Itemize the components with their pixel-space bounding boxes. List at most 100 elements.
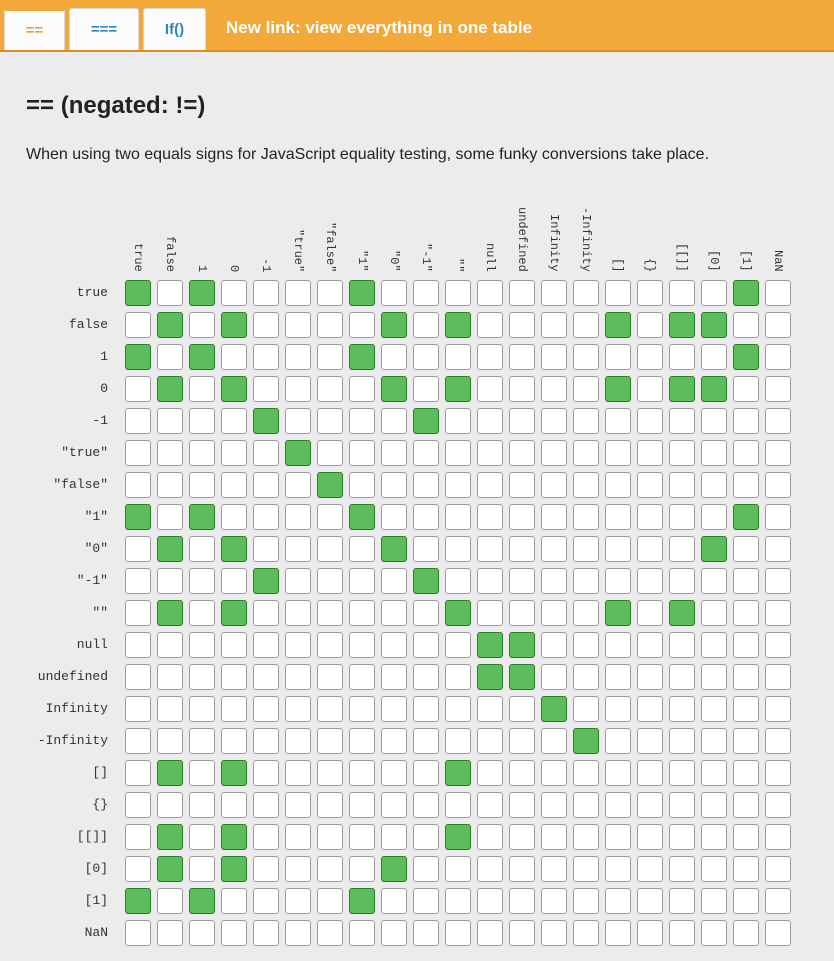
cell-not-equal xyxy=(445,408,471,434)
row-header: false xyxy=(68,317,108,332)
cell-not-equal xyxy=(317,792,343,818)
cell-not-equal xyxy=(765,568,791,594)
cell-not-equal xyxy=(573,376,599,402)
cell-not-equal xyxy=(349,824,375,850)
cell-not-equal xyxy=(157,632,183,658)
cell-equal xyxy=(221,600,247,626)
cell-not-equal xyxy=(509,728,535,754)
cell-not-equal xyxy=(509,792,535,818)
cell-not-equal xyxy=(189,792,215,818)
cell-not-equal xyxy=(605,536,631,562)
cell-not-equal xyxy=(285,824,311,850)
cell-not-equal xyxy=(285,728,311,754)
cell-not-equal xyxy=(413,472,439,498)
cell-not-equal xyxy=(669,760,695,786)
cell-not-equal xyxy=(509,888,535,914)
cell-equal xyxy=(445,376,471,402)
cell-not-equal xyxy=(253,888,279,914)
cell-not-equal xyxy=(637,376,663,402)
cell-equal xyxy=(125,280,151,306)
cell-not-equal xyxy=(125,792,151,818)
cell-not-equal xyxy=(733,376,759,402)
row-header: [[]] xyxy=(76,829,108,844)
cell-equal xyxy=(317,472,343,498)
cell-not-equal xyxy=(413,888,439,914)
cell-not-equal xyxy=(317,888,343,914)
cell-not-equal xyxy=(349,696,375,722)
cell-not-equal xyxy=(733,760,759,786)
cell-not-equal xyxy=(637,728,663,754)
cell-not-equal xyxy=(541,344,567,370)
cell-equal xyxy=(221,312,247,338)
cell-not-equal xyxy=(573,888,599,914)
cell-equal xyxy=(733,280,759,306)
tab-if[interactable]: If() xyxy=(143,8,206,50)
cell-not-equal xyxy=(221,344,247,370)
cell-not-equal xyxy=(573,856,599,882)
cell-not-equal xyxy=(317,536,343,562)
cell-not-equal xyxy=(669,472,695,498)
cell-not-equal xyxy=(765,376,791,402)
column-header: null xyxy=(483,243,497,272)
cell-not-equal xyxy=(125,856,151,882)
new-link-everything-table[interactable]: New link: view everything in one table xyxy=(226,18,533,37)
tab-double-equals[interactable]: == xyxy=(4,8,65,50)
cell-not-equal xyxy=(125,728,151,754)
cell-not-equal xyxy=(637,888,663,914)
cell-not-equal xyxy=(669,792,695,818)
cell-equal xyxy=(445,600,471,626)
cell-not-equal xyxy=(573,536,599,562)
row-header: 0 xyxy=(100,381,108,396)
row-header: true xyxy=(76,285,108,300)
cell-not-equal xyxy=(413,728,439,754)
cell-not-equal xyxy=(765,728,791,754)
cell-not-equal xyxy=(189,920,215,946)
cell-not-equal xyxy=(221,280,247,306)
cell-equal xyxy=(221,824,247,850)
cell-not-equal xyxy=(765,760,791,786)
cell-equal xyxy=(605,376,631,402)
cell-not-equal xyxy=(669,696,695,722)
cell-not-equal xyxy=(445,504,471,530)
cell-not-equal xyxy=(317,632,343,658)
cell-not-equal xyxy=(189,312,215,338)
cell-not-equal xyxy=(701,760,727,786)
cell-not-equal xyxy=(509,408,535,434)
cell-not-equal xyxy=(413,856,439,882)
cell-not-equal xyxy=(253,664,279,690)
cell-not-equal xyxy=(445,440,471,466)
cell-not-equal xyxy=(573,504,599,530)
cell-not-equal xyxy=(637,696,663,722)
cell-equal xyxy=(477,632,503,658)
cell-not-equal xyxy=(349,440,375,466)
row-header: null xyxy=(76,637,108,652)
page-description: When using two equals signs for JavaScri… xyxy=(26,146,710,163)
cell-not-equal xyxy=(317,856,343,882)
page-title: == (negated: !=) xyxy=(26,92,206,119)
cell-not-equal xyxy=(637,824,663,850)
cell-not-equal xyxy=(221,920,247,946)
cell-not-equal xyxy=(701,344,727,370)
column-header: [0] xyxy=(707,250,721,272)
cell-not-equal xyxy=(733,664,759,690)
cell-not-equal xyxy=(381,824,407,850)
cell-not-equal xyxy=(221,888,247,914)
cell-not-equal xyxy=(253,792,279,818)
cell-not-equal xyxy=(605,696,631,722)
cell-not-equal xyxy=(349,792,375,818)
tab-triple-equals[interactable]: === xyxy=(69,8,139,50)
cell-not-equal xyxy=(733,728,759,754)
cell-not-equal xyxy=(637,536,663,562)
cell-not-equal xyxy=(477,888,503,914)
cell-not-equal xyxy=(381,504,407,530)
cell-not-equal xyxy=(765,696,791,722)
cell-not-equal xyxy=(509,824,535,850)
cell-not-equal xyxy=(413,760,439,786)
cell-not-equal xyxy=(157,440,183,466)
row-header: NaN xyxy=(84,925,108,940)
cell-equal xyxy=(125,888,151,914)
column-header: true xyxy=(131,243,145,272)
row-header: [0] xyxy=(84,861,108,876)
cell-not-equal xyxy=(285,504,311,530)
cell-not-equal xyxy=(605,632,631,658)
